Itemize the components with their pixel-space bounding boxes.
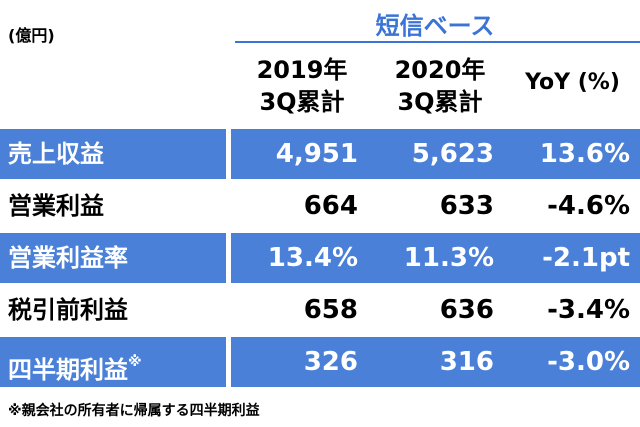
table-cell: -4.6% <box>547 191 630 221</box>
row-label: 税引前利益 <box>8 285 128 335</box>
table-row: 売上収益 4,951 5,623 13.6% <box>0 129 640 179</box>
table-cell: 13.6% <box>539 139 630 169</box>
table-cell: -2.1pt <box>542 243 630 273</box>
row-label-text: 売上収益 <box>8 140 104 168</box>
yoy-header: YoY (%) <box>525 70 620 95</box>
header-title: 短信ベース <box>375 12 495 40</box>
table-cell: 11.3% <box>403 243 494 273</box>
row-label: 営業利益率 <box>8 233 128 283</box>
row-band <box>231 129 640 179</box>
column-period: 3Q累計 <box>397 88 483 116</box>
table-cell: 658 <box>303 295 358 325</box>
table-row: 営業利益率 13.4% 11.3% -2.1pt <box>0 233 640 283</box>
footnote: ※親会社の所有者に帰属する四半期利益 <box>8 403 260 419</box>
row-band <box>0 337 226 387</box>
table-cell: 326 <box>303 347 358 377</box>
table-cell: 664 <box>303 191 358 221</box>
table-row: 四半期利益※ 326 316 -3.0% <box>0 337 640 387</box>
table-cell: 636 <box>439 295 494 325</box>
table-cell: -3.0% <box>547 347 630 377</box>
row-label: 営業利益 <box>8 181 104 231</box>
column-header: 2020年 3Q累計 <box>370 54 510 118</box>
row-label: 売上収益 <box>8 129 104 179</box>
header-rule <box>235 41 640 43</box>
table-cell: 4,951 <box>275 139 358 169</box>
column-period: 3Q累計 <box>259 88 345 116</box>
row-band <box>231 337 640 387</box>
row-label-text: 営業利益 <box>8 192 104 220</box>
row-band <box>231 233 640 283</box>
table-cell: -3.4% <box>547 295 630 325</box>
table-row: 営業利益 664 633 -4.6% <box>0 181 640 231</box>
table-cell: 316 <box>439 347 494 377</box>
column-year: 2019年 <box>256 56 348 84</box>
row-band <box>0 129 226 179</box>
table-cell: 633 <box>439 191 494 221</box>
column-header: 2019年 3Q累計 <box>232 54 372 118</box>
row-label-note: ※ <box>128 354 142 370</box>
row-band <box>0 233 226 283</box>
row-label-text: 税引前利益 <box>8 296 128 324</box>
table-row: 税引前利益 658 636 -3.4% <box>0 285 640 335</box>
row-label-text: 営業利益率 <box>8 244 128 272</box>
row-label: 四半期利益※ <box>8 337 142 395</box>
table-cell: 5,623 <box>411 139 494 169</box>
unit: (億円) <box>8 26 55 45</box>
row-label-text: 四半期利益 <box>8 356 128 384</box>
table-cell: 13.4% <box>267 243 358 273</box>
column-year: 2020年 <box>394 56 486 84</box>
